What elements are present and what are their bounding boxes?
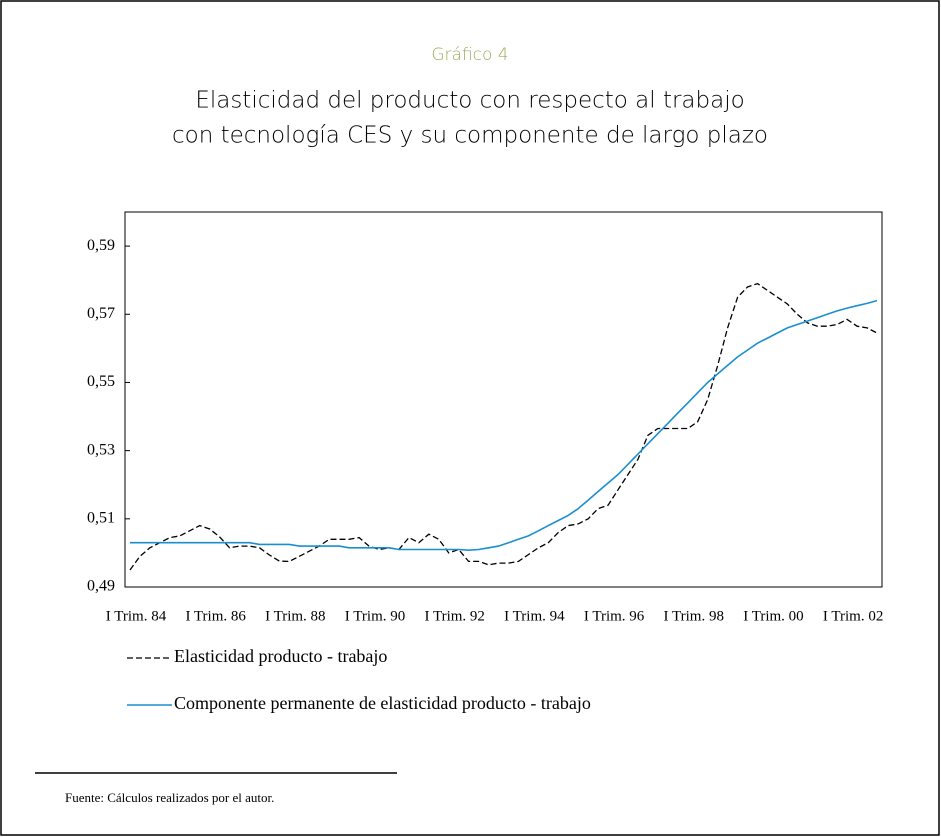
chart-title: con tecnología CES y su componente de la…: [172, 123, 768, 149]
y-tick-label: 0,51: [87, 509, 115, 526]
x-tick-label: I Trim. 88: [265, 608, 325, 624]
x-tick-label: I Trim. 90: [345, 608, 405, 624]
y-tick-label: 0,55: [87, 373, 115, 390]
chart-supertitle: Gráfico 4: [431, 45, 508, 65]
x-tick-label: I Trim. 98: [664, 608, 724, 624]
source-note: Fuente: Cálculos realizados por el autor…: [65, 790, 274, 805]
x-tick-label: I Trim. 96: [584, 608, 645, 624]
y-tick-label: 0,57: [87, 305, 115, 322]
x-tick-label: I Trim. 86: [185, 608, 246, 624]
series-line: [129, 282, 878, 571]
x-tick-label: I Trim. 84: [106, 608, 167, 624]
y-tick-label: 0,49: [87, 578, 115, 595]
x-tick-label: I Trim. 92: [424, 608, 484, 624]
plot-frame: [124, 211, 883, 588]
legend-label: Componente permanente de elasticidad pro…: [174, 693, 591, 713]
x-tick-label: I Trim. 00: [743, 608, 803, 624]
chart-title: Elasticidad del producto con respecto al…: [195, 88, 744, 114]
y-tick-label: 0,59: [87, 237, 115, 254]
series-line: [130, 299, 878, 552]
x-tick-label: I Trim. 94: [504, 608, 565, 624]
y-tick-label: 0,53: [87, 441, 115, 458]
legend-label: Elasticidad producto - trabajo: [174, 646, 387, 666]
x-tick-label: I Trim. 02: [823, 608, 883, 624]
